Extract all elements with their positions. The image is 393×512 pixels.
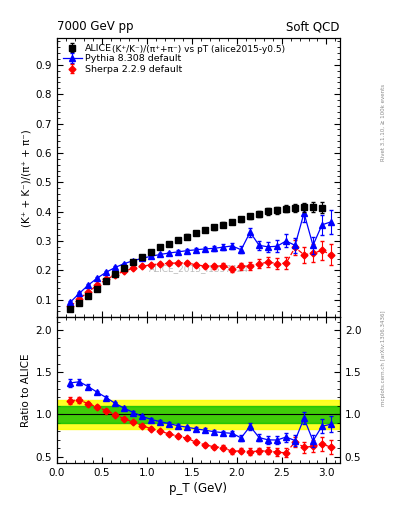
Text: ALICE_2015_I1357424: ALICE_2015_I1357424 bbox=[149, 264, 248, 273]
X-axis label: p_T (GeV): p_T (GeV) bbox=[169, 482, 228, 496]
Legend: ALICE, Pythia 8.308 default, Sherpa 2.2.9 default: ALICE, Pythia 8.308 default, Sherpa 2.2.… bbox=[61, 42, 184, 76]
Bar bbox=[57, 400, 340, 429]
Y-axis label: Ratio to ALICE: Ratio to ALICE bbox=[21, 354, 31, 427]
Text: Rivet 3.1.10, ≥ 100k events: Rivet 3.1.10, ≥ 100k events bbox=[381, 84, 386, 161]
Bar bbox=[57, 406, 340, 423]
Text: Soft QCD: Soft QCD bbox=[286, 20, 340, 33]
Y-axis label: (K⁺ + K⁻)/(π⁺ + π⁻): (K⁺ + K⁻)/(π⁺ + π⁻) bbox=[22, 129, 31, 227]
Text: (K⁺/K⁻)/(π⁺+π⁻) vs pT (alice2015-y0.5): (K⁺/K⁻)/(π⁺+π⁻) vs pT (alice2015-y0.5) bbox=[112, 46, 285, 54]
Text: 7000 GeV pp: 7000 GeV pp bbox=[57, 20, 134, 33]
Text: mcplots.cern.ch [arXiv:1306.3436]: mcplots.cern.ch [arXiv:1306.3436] bbox=[381, 311, 386, 406]
